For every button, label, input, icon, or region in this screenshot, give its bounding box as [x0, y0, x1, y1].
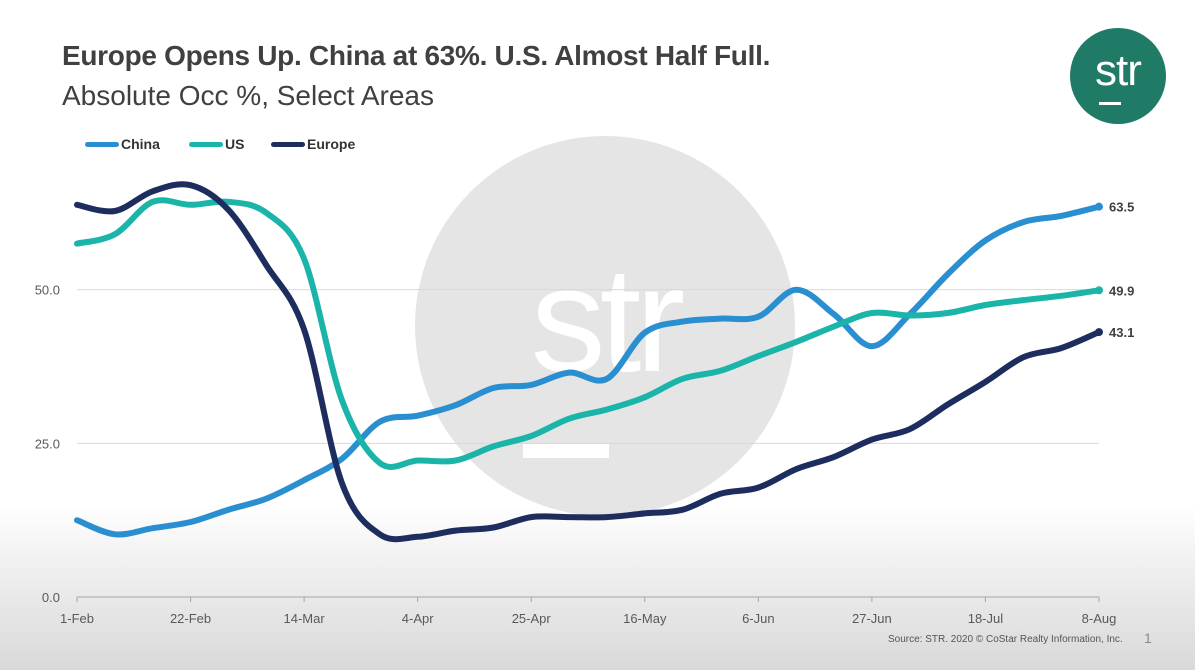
- data-label-europe: 43.1: [1109, 325, 1134, 340]
- series-line-europe: [74, 181, 1102, 543]
- y-tick-label-1: 25.0: [35, 436, 60, 451]
- page-number: 1: [1144, 630, 1152, 646]
- watermark-underline: [523, 444, 609, 458]
- legend-label-europe: Europe: [307, 136, 356, 152]
- series-end-marker-europe: [1095, 328, 1103, 337]
- chart-subtitle: Absolute Occ %, Select Areas: [62, 80, 434, 111]
- legend-item-europe: Europe: [271, 134, 355, 154]
- x-tick-label-4: 25-Apr: [512, 611, 552, 626]
- logo-underline: [1099, 102, 1121, 105]
- legend-swatch-china: [85, 141, 119, 147]
- x-tick-label-3: 4-Apr: [402, 611, 434, 626]
- series-end-marker-china: [1095, 202, 1103, 211]
- legend-swatch-europe: [271, 141, 305, 147]
- source-note: Source: STR. 2020 © CoStar Realty Inform…: [888, 634, 1123, 645]
- data-label-us: 49.9: [1109, 283, 1134, 298]
- x-tick-label-1: 22-Feb: [170, 611, 211, 626]
- logo-text: str: [1095, 46, 1142, 95]
- x-tick-label-0: 1-Feb: [60, 611, 94, 626]
- series-line-china: [74, 203, 1102, 538]
- series-line-us: [74, 197, 1102, 470]
- legend-label-us: US: [225, 136, 245, 152]
- x-tick-label-6: 6-Jun: [742, 611, 775, 626]
- data-label-china: 63.5: [1109, 200, 1134, 215]
- legend-item-us: US: [189, 134, 244, 154]
- str-logo: str: [1070, 28, 1166, 124]
- legend-item-china: China: [85, 134, 160, 154]
- x-tick-label-2: 14-Mar: [284, 611, 326, 626]
- chart-title: Europe Opens Up. China at 63%. U.S. Almo…: [62, 40, 771, 71]
- watermark-text: str: [530, 235, 686, 403]
- x-tick-label-9: 8-Aug: [1082, 611, 1117, 626]
- x-tick-label-8: 18-Jul: [968, 611, 1004, 626]
- y-tick-label-2: 50.0: [35, 283, 60, 298]
- x-tick-label-7: 27-Jun: [852, 611, 892, 626]
- series-end-marker-us: [1095, 286, 1103, 295]
- legend-label-china: China: [121, 136, 160, 152]
- y-tick-label-0: 0.0: [42, 590, 60, 605]
- legend-swatch-us: [189, 141, 223, 147]
- x-tick-label-5: 16-May: [623, 611, 667, 626]
